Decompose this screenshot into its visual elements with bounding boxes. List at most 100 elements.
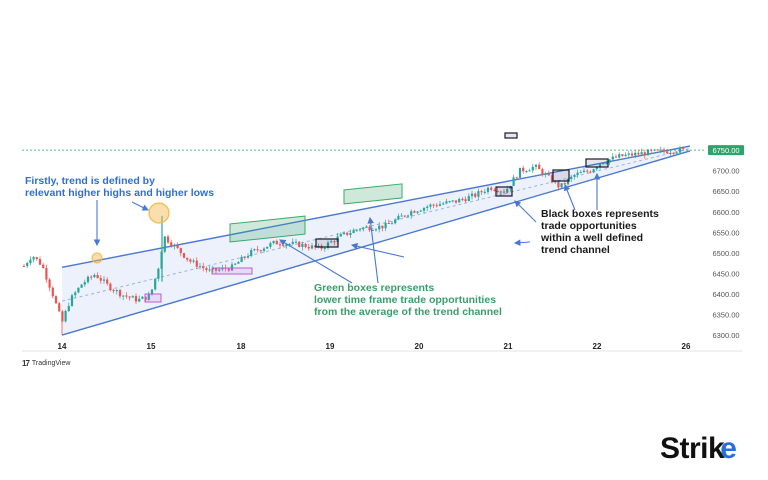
candle-body	[349, 233, 352, 235]
x-tick-label: 15	[147, 342, 156, 351]
candle-body	[499, 191, 502, 193]
y-tick-label: 6600.00	[712, 208, 739, 217]
candle-body	[237, 261, 240, 264]
candle-body	[192, 260, 195, 262]
candle-body	[99, 278, 102, 281]
candle-body	[634, 152, 637, 156]
candle-body	[608, 159, 611, 163]
candle-body	[525, 171, 528, 173]
green-box	[229, 215, 306, 243]
black-note-line-3: within a well defined	[540, 232, 643, 244]
candle-body	[573, 174, 576, 177]
candle-body	[467, 196, 470, 202]
candle-body	[205, 268, 208, 271]
candle-body	[83, 282, 86, 285]
black-box	[504, 132, 518, 139]
candle-body	[445, 201, 448, 204]
candle-body	[90, 276, 93, 278]
candle-body	[515, 177, 518, 179]
candle-body	[544, 173, 547, 175]
candle-body	[454, 200, 458, 203]
candle-body	[182, 253, 186, 258]
candle-body	[333, 241, 336, 243]
annotation-arrows	[93, 172, 601, 284]
candle-body	[413, 211, 416, 213]
tradingview-watermark: 17 TradingView	[22, 359, 70, 368]
candle-body	[64, 311, 67, 322]
candle-body	[45, 268, 48, 280]
candle-body	[115, 290, 118, 292]
candle-body	[390, 223, 394, 225]
black-box	[495, 186, 513, 197]
candle-body	[122, 295, 125, 297]
strike-logo: Strik e	[660, 432, 737, 466]
candle-body	[387, 222, 390, 224]
candle-body	[474, 193, 477, 197]
candle-body	[227, 268, 230, 271]
candle-body	[166, 236, 170, 243]
candle-body	[362, 227, 365, 230]
x-tick-label: 14	[58, 342, 67, 351]
candle-body	[211, 268, 214, 270]
candle-body	[77, 287, 80, 293]
candle-body	[179, 247, 182, 254]
candle-body	[48, 279, 51, 288]
candle-body	[410, 211, 413, 216]
annotation-arrow	[131, 201, 149, 211]
candle-body	[477, 191, 480, 197]
candle-body	[576, 172, 579, 175]
candle-body	[595, 167, 598, 170]
candle-body	[157, 268, 160, 279]
candle-body	[637, 152, 640, 155]
candle-body	[342, 232, 346, 235]
candle-body	[579, 172, 582, 174]
green-note-line-1: Green boxes represents	[314, 282, 434, 294]
candle-body	[586, 170, 589, 172]
candle-body	[442, 203, 445, 205]
candle-body	[669, 152, 672, 154]
black-note-line-4: trend channel	[541, 244, 610, 256]
candle-body	[531, 166, 534, 171]
candle-body	[435, 205, 438, 207]
strike-logo-text: Strik	[660, 432, 725, 465]
candle-body	[352, 230, 355, 234]
candle-body	[326, 242, 330, 248]
candle-body	[614, 156, 618, 158]
candle-body	[598, 163, 602, 168]
candle-body	[288, 243, 291, 245]
candle-body	[416, 211, 419, 213]
candle-body	[272, 240, 275, 244]
candle-body	[566, 179, 570, 185]
x-tick-label: 19	[326, 342, 335, 351]
candle-body	[432, 204, 435, 206]
candle-body	[397, 215, 400, 220]
candle-body	[493, 189, 496, 191]
x-tick-label: 22	[593, 342, 602, 351]
candle-body	[394, 219, 397, 224]
candle-body	[118, 290, 122, 297]
candle-body	[186, 257, 189, 260]
candle-body	[675, 152, 678, 154]
candle-body	[506, 188, 509, 193]
candle-body	[144, 296, 147, 300]
candle-body	[61, 311, 64, 322]
x-tick-label: 20	[415, 342, 424, 351]
candle-body	[486, 187, 490, 192]
trend-note-line-2: relevant higher highs and higher lows	[25, 187, 214, 199]
candle-body	[278, 244, 282, 246]
candle-body	[74, 292, 77, 296]
purple-box	[144, 293, 162, 303]
candle-body	[419, 210, 422, 212]
candle-body	[358, 229, 362, 231]
candle-body	[522, 167, 525, 172]
candle-body	[256, 249, 259, 251]
candle-body	[662, 149, 666, 152]
candle-body	[70, 295, 74, 306]
candle-body	[627, 153, 630, 155]
channel-lower-line	[61, 150, 691, 336]
higher-low-highlight-circle	[91, 252, 103, 264]
candle-body	[560, 183, 563, 188]
candle-body	[406, 215, 410, 217]
candle-body	[541, 169, 544, 175]
opportunity-boxes	[91, 132, 609, 303]
